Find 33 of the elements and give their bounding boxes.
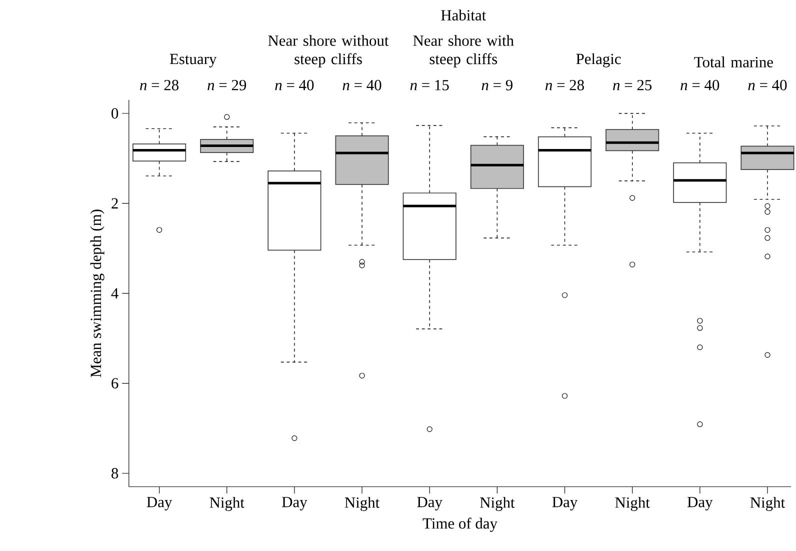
- x-tick-label: Night: [750, 497, 785, 512]
- text: n = 25: [613, 80, 652, 90]
- text: n = 40: [342, 80, 382, 90]
- text: Total marine: [694, 56, 773, 68]
- x-tick-label: Night: [344, 497, 380, 512]
- x-tick-label: Day: [282, 497, 308, 511]
- y-tick-label: 0: [112, 108, 118, 119]
- text: n = 40: [275, 80, 314, 90]
- text: Pelagic: [576, 53, 621, 68]
- y-axis-title: Mean swimming depth (m): [90, 210, 104, 378]
- x-tick-label: Night: [210, 497, 244, 512]
- x-tick-label: Day: [146, 497, 172, 511]
- chart-title: Habitat: [441, 10, 486, 21]
- x-tick-label: Night: [480, 497, 515, 512]
- y-tick-label: 8: [112, 468, 118, 479]
- y-tick-label: 4: [111, 288, 118, 299]
- text: n = 28: [140, 80, 178, 90]
- text: n = 15: [410, 80, 449, 90]
- text: n = 29: [208, 80, 246, 90]
- text: Near shore with steep cliffs: [413, 35, 514, 68]
- text: n = 9: [482, 80, 512, 90]
- text: n = 28: [545, 80, 584, 90]
- text: n = 40: [680, 80, 720, 90]
- y-tick-label: 2: [112, 198, 118, 209]
- text: Estuary: [170, 54, 217, 68]
- x-tick-label: Night: [615, 497, 650, 512]
- x-tick-label: Day: [552, 497, 578, 511]
- text: n = 40: [748, 80, 787, 90]
- x-tick-label: Day: [417, 497, 442, 511]
- x-tick-label: Day: [687, 497, 713, 511]
- text: Near shore without steep cliffs: [268, 35, 389, 68]
- x-axis-title: Time of day: [422, 518, 498, 532]
- y-tick-label: 6: [112, 378, 118, 389]
